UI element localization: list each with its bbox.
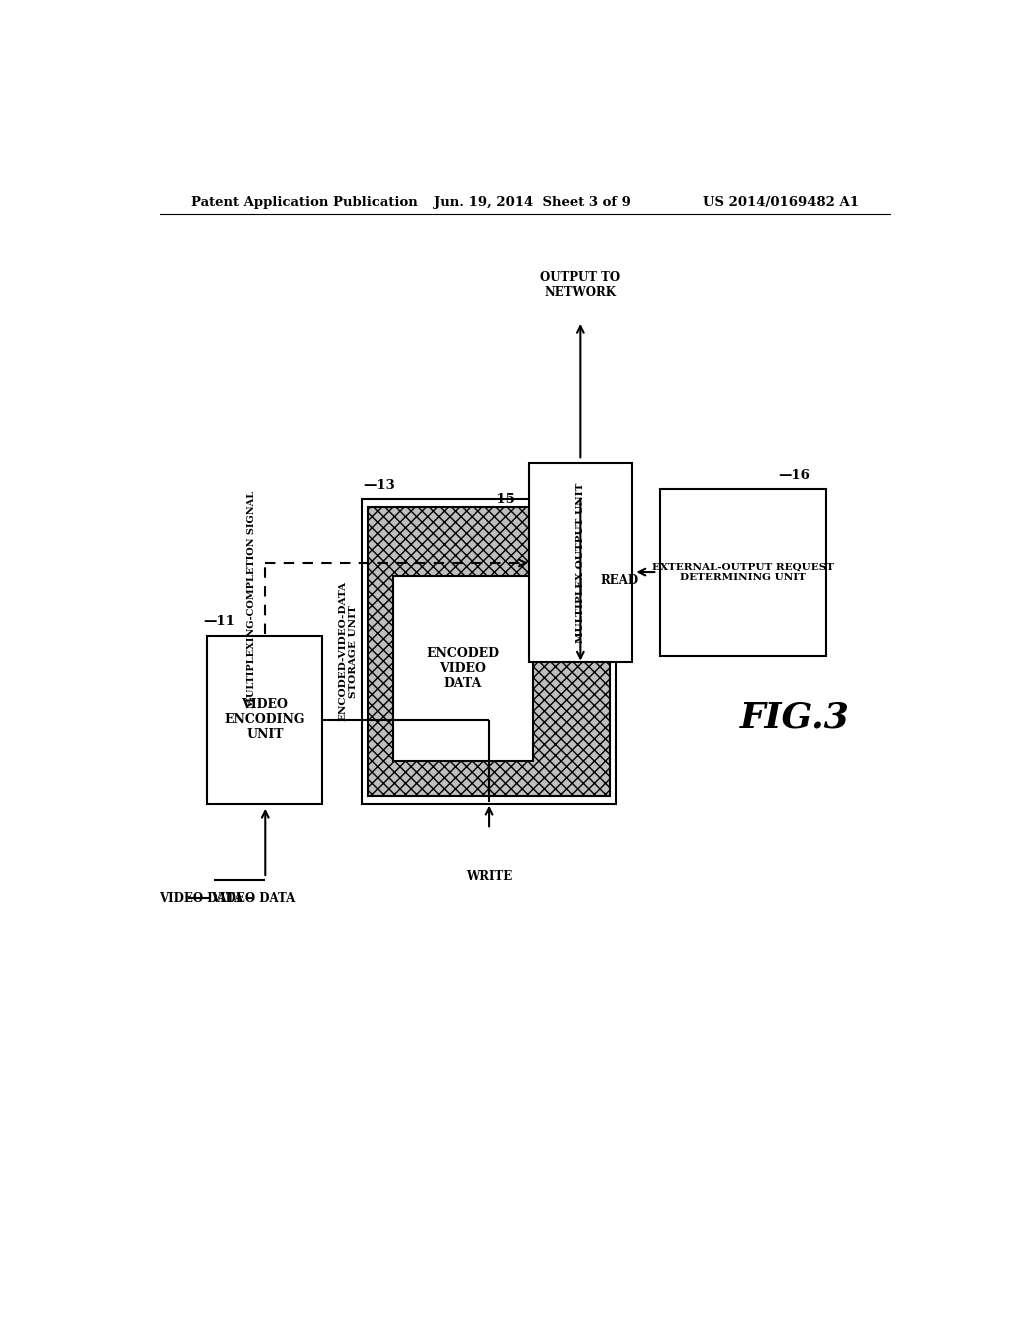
Text: Jun. 19, 2014  Sheet 3 of 9: Jun. 19, 2014 Sheet 3 of 9 bbox=[433, 195, 631, 209]
Bar bbox=[659, 488, 826, 656]
Text: Patent Application Publication: Patent Application Publication bbox=[191, 195, 418, 209]
Text: MULTIPLEX OUTPUT UNIT: MULTIPLEX OUTPUT UNIT bbox=[575, 482, 585, 643]
Text: WRITE: WRITE bbox=[466, 870, 512, 883]
Bar bbox=[528, 463, 632, 661]
Text: VIDEO DATA: VIDEO DATA bbox=[211, 892, 296, 904]
Text: —11: —11 bbox=[204, 615, 236, 628]
Text: ENCODED-VIDEO-DATA
STORAGE UNIT: ENCODED-VIDEO-DATA STORAGE UNIT bbox=[339, 581, 358, 721]
Text: OUTPUT TO
NETWORK: OUTPUT TO NETWORK bbox=[541, 271, 621, 298]
Text: VIDEO
ENCODING
UNIT: VIDEO ENCODING UNIT bbox=[224, 698, 305, 742]
Bar bbox=[362, 499, 616, 804]
Text: VIDEO DATA –: VIDEO DATA – bbox=[159, 892, 253, 904]
Text: FIG.3: FIG.3 bbox=[739, 701, 850, 734]
Text: —15: —15 bbox=[483, 492, 515, 506]
Bar bbox=[369, 507, 609, 796]
Text: MULTIPLEXING-COMPLETION SIGNAL: MULTIPLEXING-COMPLETION SIGNAL bbox=[248, 491, 256, 708]
Bar bbox=[392, 577, 532, 762]
Text: READ: READ bbox=[600, 574, 638, 586]
Bar bbox=[207, 636, 323, 804]
Text: ENCODED
VIDEO
DATA: ENCODED VIDEO DATA bbox=[426, 647, 499, 690]
Text: —13: —13 bbox=[362, 479, 394, 492]
Text: —16: —16 bbox=[778, 469, 811, 482]
Text: EXTERNAL-OUTPUT REQUEST
DETERMINING UNIT: EXTERNAL-OUTPUT REQUEST DETERMINING UNIT bbox=[652, 562, 834, 582]
Text: US 2014/0169482 A1: US 2014/0169482 A1 bbox=[703, 195, 859, 209]
